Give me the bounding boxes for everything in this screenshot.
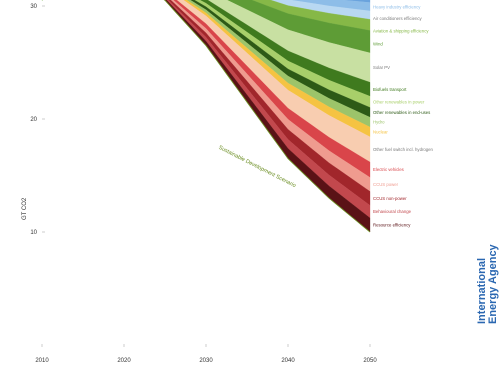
- wedge-area-8: [226, 0, 371, 54]
- wedge-label-12: Other renewables in end-uses: [373, 110, 430, 115]
- wedge-label-16: Electric vehicles: [373, 167, 404, 172]
- wedge-label-14: Nuclear: [373, 129, 388, 134]
- x-tick-label-2020: 2020: [117, 358, 131, 364]
- wedge-label-19: Behavioural change: [373, 209, 412, 214]
- axes: 1020304020102020203020402050: [30, 4, 377, 364]
- wedge-area-6: [270, 0, 371, 20]
- wedge-label-11: Other renewables in power: [373, 99, 425, 104]
- y-tick-label-20: 20: [30, 117, 37, 123]
- y-tick-label-30: 30: [30, 4, 37, 10]
- wedge-areas: [164, 0, 371, 233]
- iea-logo: International Energy Agency: [476, 236, 502, 324]
- wedge-label-15: Other fuel switch incl. hydrogen: [373, 147, 434, 152]
- wedge-label-8: Wind: [373, 42, 383, 47]
- wedge-area-10: [199, 0, 371, 97]
- y-axis-title: GT CO2: [22, 197, 28, 220]
- scenario-lines: [41, 0, 371, 233]
- y-tick-label-10: 10: [30, 230, 37, 236]
- wedge-label-20: Resource efficiency: [373, 223, 411, 228]
- x-tick-label-2050: 2050: [363, 358, 377, 364]
- x-tick-label-2040: 2040: [281, 358, 295, 364]
- wedge-label-17: CCUS power: [373, 182, 399, 187]
- wedge-area-7: [251, 0, 371, 31]
- wedge-label-13: Hydro: [373, 120, 385, 125]
- wedge-label-7: Aviation & shipping efficiency: [373, 28, 429, 33]
- wedge-label-18: CCUS non-power: [373, 196, 407, 201]
- wedge-area-9: [207, 0, 371, 83]
- wedge-area-5: [289, 0, 371, 12]
- x-tick-label-2010: 2010: [35, 358, 49, 364]
- wedge-label-5: Heavy industry efficiency: [373, 4, 421, 9]
- scenario-line-2: [163, 0, 371, 233]
- wedge-label-9: Solar PV: [373, 65, 390, 70]
- x-tick-label-2030: 2030: [199, 358, 213, 364]
- wedge-label-10: Biofuels transport: [373, 87, 407, 92]
- wedge-label-6: Air conditioners efficiency: [373, 16, 422, 21]
- logo-line-2: Energy Agency: [487, 244, 499, 324]
